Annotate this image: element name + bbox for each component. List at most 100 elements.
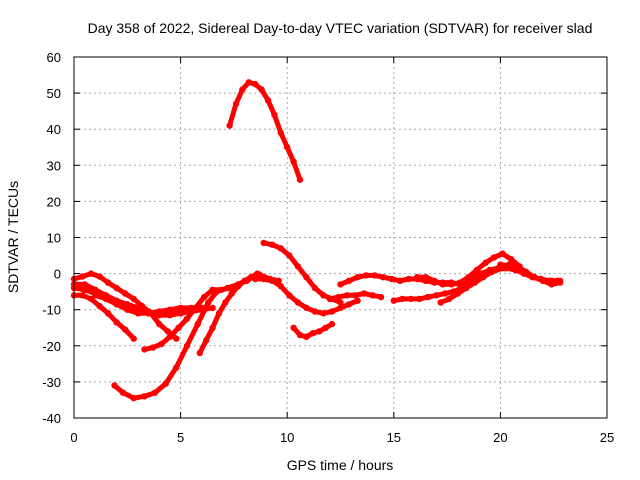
data-point bbox=[284, 144, 291, 151]
series-arc-10 bbox=[92, 292, 216, 319]
data-point bbox=[309, 330, 316, 337]
plot-frame bbox=[73, 56, 608, 419]
data-point bbox=[514, 266, 521, 274]
y-tick-label: -30 bbox=[42, 375, 61, 390]
series-arc-13 bbox=[326, 290, 385, 303]
data-point bbox=[241, 277, 248, 284]
data-point bbox=[499, 250, 506, 257]
data-point bbox=[113, 284, 120, 292]
data-point bbox=[260, 275, 267, 283]
y-tick-label: 50 bbox=[47, 86, 61, 101]
data-point bbox=[316, 328, 323, 335]
tick-layer: 0 5 10 15 20 25 -40 -30 -20 -10 0 10 20 30 40 50 60 bbox=[42, 50, 614, 445]
series-arc-9 bbox=[196, 270, 261, 357]
y-tick-label: 20 bbox=[47, 194, 61, 209]
data-point bbox=[119, 389, 127, 396]
data-point bbox=[130, 394, 137, 402]
data-point bbox=[198, 306, 206, 313]
data-point bbox=[469, 275, 476, 283]
data-point bbox=[337, 304, 344, 312]
data-point bbox=[407, 295, 415, 303]
data-point bbox=[369, 292, 376, 299]
data-point bbox=[345, 301, 353, 308]
data-point bbox=[461, 281, 468, 288]
series-arc-1 bbox=[226, 79, 304, 183]
data-point bbox=[311, 284, 319, 292]
data-point bbox=[322, 324, 329, 331]
data-point bbox=[328, 320, 336, 328]
data-point bbox=[352, 292, 359, 299]
data-point bbox=[104, 310, 112, 317]
y-tick-label: -10 bbox=[42, 303, 61, 318]
data-point bbox=[205, 299, 212, 306]
data-point bbox=[379, 274, 387, 281]
data-point bbox=[258, 86, 265, 93]
data-point bbox=[209, 324, 216, 331]
data-point bbox=[296, 331, 304, 339]
data-point bbox=[290, 158, 297, 165]
data-point bbox=[177, 310, 184, 317]
data-point bbox=[320, 310, 327, 317]
data-point bbox=[156, 311, 163, 319]
data-point bbox=[239, 86, 246, 93]
data-point bbox=[130, 335, 137, 342]
data-point bbox=[232, 100, 240, 108]
data-point bbox=[217, 286, 225, 293]
data-point bbox=[414, 274, 421, 281]
data-point bbox=[446, 295, 453, 303]
data-point bbox=[437, 299, 444, 306]
data-point bbox=[362, 272, 370, 279]
data-point bbox=[166, 311, 174, 319]
data-point bbox=[277, 283, 284, 290]
data-point bbox=[431, 277, 438, 284]
data-point bbox=[102, 295, 110, 303]
data-point bbox=[505, 263, 513, 270]
data-point bbox=[497, 261, 504, 268]
data-point bbox=[81, 281, 88, 288]
data-point bbox=[441, 290, 449, 297]
data-point bbox=[252, 275, 259, 283]
data-point bbox=[111, 382, 118, 389]
series-arc-3 bbox=[260, 239, 344, 306]
series-arc-4 bbox=[70, 270, 180, 342]
data-point bbox=[87, 295, 95, 303]
data-point bbox=[337, 299, 344, 306]
data-point bbox=[196, 349, 203, 357]
data-point bbox=[104, 279, 112, 286]
x-tick-label: 5 bbox=[177, 430, 184, 445]
data-point bbox=[87, 270, 95, 277]
data-point bbox=[183, 342, 191, 349]
data-point bbox=[478, 270, 485, 277]
data-point bbox=[222, 299, 229, 306]
data-point bbox=[424, 293, 432, 301]
data-point bbox=[397, 277, 404, 284]
data-point bbox=[303, 333, 310, 340]
data-point bbox=[134, 306, 142, 313]
y-tick-label: -20 bbox=[42, 339, 61, 354]
data-point bbox=[405, 275, 412, 283]
data-point bbox=[260, 239, 267, 247]
data-point bbox=[294, 263, 302, 270]
data-point bbox=[531, 274, 538, 281]
data-point bbox=[482, 259, 489, 266]
y-tick-label: 60 bbox=[47, 50, 61, 65]
data-point bbox=[113, 319, 120, 326]
x-tick-label: 15 bbox=[387, 430, 401, 445]
series-arc-6 bbox=[70, 292, 137, 342]
data-point bbox=[303, 274, 310, 281]
data-point bbox=[416, 295, 423, 303]
data-point bbox=[228, 290, 235, 297]
data-point bbox=[354, 274, 361, 281]
y-tick-label: 0 bbox=[54, 267, 61, 282]
series-layer bbox=[70, 79, 564, 402]
data-point bbox=[149, 344, 157, 351]
data-point bbox=[151, 389, 159, 396]
data-point bbox=[113, 299, 120, 306]
data-point bbox=[294, 299, 302, 306]
y-tick-label: 10 bbox=[47, 231, 61, 246]
data-point bbox=[166, 333, 174, 340]
x-tick-label: 0 bbox=[70, 430, 77, 445]
data-point bbox=[399, 295, 406, 303]
data-point bbox=[183, 315, 191, 322]
